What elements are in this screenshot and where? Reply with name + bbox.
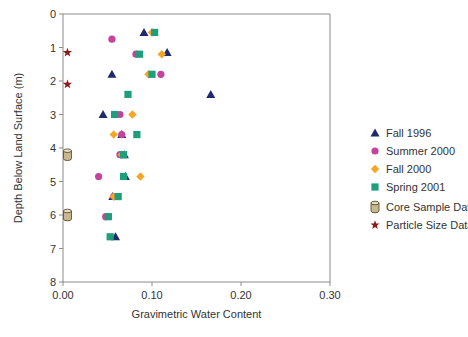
point <box>124 91 131 98</box>
point <box>63 149 71 161</box>
x-tick-label: 0.20 <box>230 289 251 301</box>
point <box>139 28 148 36</box>
y-tick <box>59 181 63 182</box>
point <box>115 193 122 200</box>
point <box>120 151 127 158</box>
cylinder-top <box>371 201 379 205</box>
legend-label: Spring 2001 <box>386 181 445 193</box>
point <box>63 80 72 89</box>
cylinder-top <box>63 149 71 153</box>
legend-label: Fall 2000 <box>386 163 431 175</box>
y-tick <box>59 47 63 48</box>
x-tick <box>63 282 64 286</box>
y-tick-label: 5 <box>50 176 56 188</box>
point <box>107 233 114 240</box>
y-tick-label: 3 <box>50 109 56 121</box>
chart: 0.00 0.10 0.20 0.30 0 1 2 3 4 5 6 7 8 Gravimetric Wat… <box>0 0 468 337</box>
point <box>108 36 115 43</box>
y-tick-label: 7 <box>50 243 56 255</box>
y-tick <box>59 215 63 216</box>
x-tick-label: 0.10 <box>141 289 162 301</box>
point <box>151 29 158 36</box>
point <box>63 209 71 221</box>
y-tick <box>59 14 63 15</box>
point <box>133 131 140 138</box>
legend-label: Fall 1996 <box>386 127 431 139</box>
legend-marker <box>371 165 379 173</box>
point <box>118 131 125 138</box>
legend-label: Particle Size Data <box>386 219 468 231</box>
y-tick-label: 0 <box>50 8 56 20</box>
point <box>95 173 102 180</box>
point <box>63 48 72 57</box>
points <box>63 28 215 240</box>
legend-marker <box>371 147 378 154</box>
point <box>110 130 118 138</box>
y-axis-label: Depth Below Land Surface (m) <box>12 73 24 223</box>
legend-marker <box>371 183 378 190</box>
y-tick-label: 2 <box>50 75 56 87</box>
x-tick-label: 0.00 <box>52 289 73 301</box>
legend-label: Summer 2000 <box>386 145 455 157</box>
x-tick-label: 0.30 <box>319 289 340 301</box>
y-tick <box>59 248 63 249</box>
plot-frame <box>63 14 330 282</box>
y-tick-label: 6 <box>50 209 56 221</box>
point <box>136 172 144 180</box>
x-axis-label: Gravimetric Water Content <box>132 308 262 320</box>
point <box>136 51 143 58</box>
y-tick <box>59 81 63 82</box>
point <box>99 110 108 118</box>
y-tick-label: 1 <box>50 42 56 54</box>
point <box>120 173 127 180</box>
y-tick <box>59 114 63 115</box>
point <box>111 111 118 118</box>
y-tick-label: 4 <box>50 142 56 154</box>
legend-label: Core Sample Data <box>386 201 468 213</box>
y-tick <box>59 148 63 149</box>
point <box>117 130 126 138</box>
legend-marker <box>370 220 379 229</box>
point <box>158 50 166 58</box>
point <box>206 90 215 98</box>
legend: Fall 1996 Summer 2000 Fall 2000 Spring 2001… <box>370 127 468 231</box>
y-tick <box>59 282 63 283</box>
legend-marker <box>371 129 380 137</box>
legend-marker <box>371 201 379 213</box>
point <box>107 70 116 78</box>
point <box>105 213 112 220</box>
point <box>128 110 136 118</box>
x-tick <box>330 282 331 286</box>
point <box>148 71 155 78</box>
y-tick-label: 8 <box>50 276 56 288</box>
x-tick <box>241 282 242 286</box>
point <box>121 172 130 180</box>
x-tick <box>152 282 153 286</box>
point <box>157 71 164 78</box>
cylinder-top <box>63 209 71 213</box>
point <box>120 150 129 158</box>
